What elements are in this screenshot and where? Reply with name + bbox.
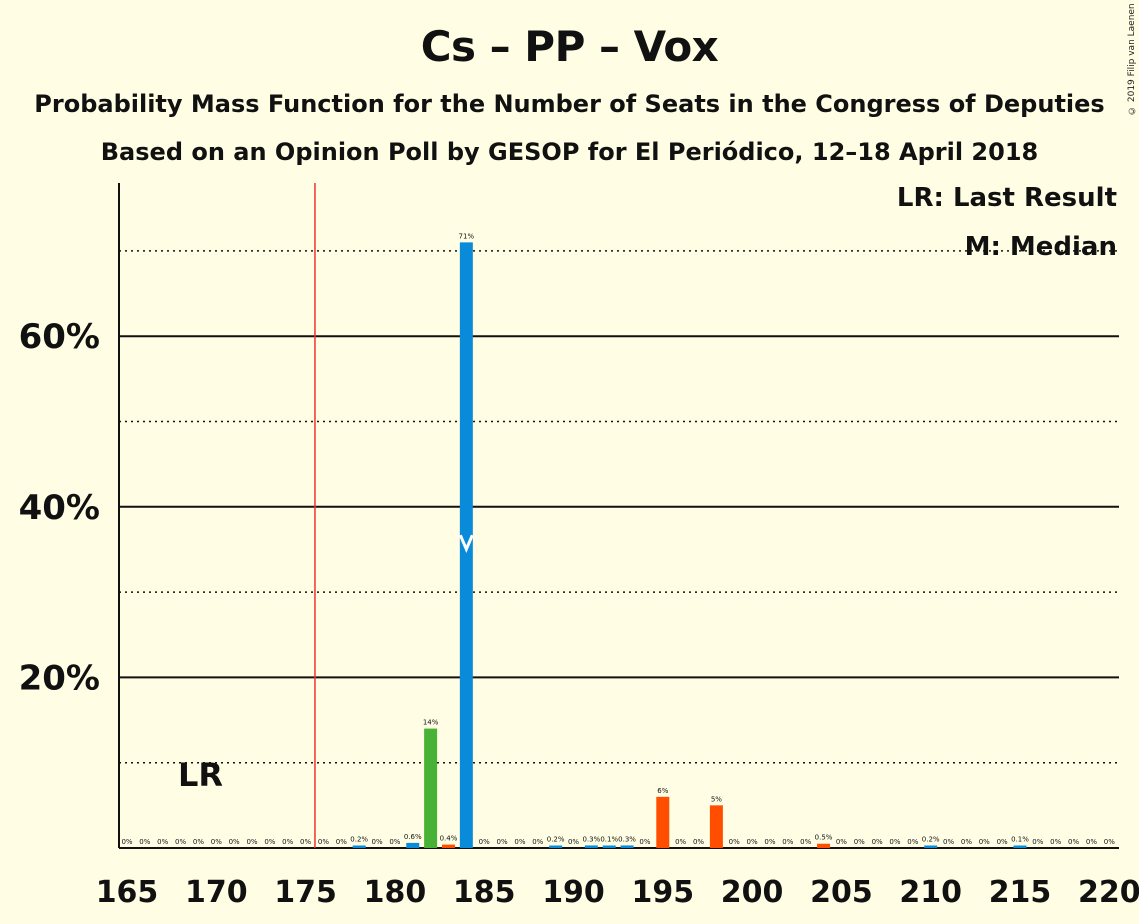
last-result-marker: LR: [178, 756, 224, 794]
chart-subtitle: Probability Mass Function for the Number…: [34, 90, 1105, 118]
x-tick-label: 180: [364, 875, 427, 910]
y-tick-label: 20%: [19, 658, 100, 698]
bar-label-205: 0%: [836, 838, 847, 846]
bar-label-192: 0.1%: [600, 836, 618, 844]
bar-label-220: 0%: [1104, 838, 1115, 846]
bar-label-208: 0%: [889, 838, 900, 846]
bar-label-202: 0%: [782, 838, 793, 846]
bar-label-171: 0%: [229, 838, 240, 846]
bar-label-214: 0%: [997, 838, 1008, 846]
legend-last-result: LR: Last Result: [896, 183, 1117, 213]
bar-label-188: 0%: [532, 838, 543, 846]
bar-label-186: 0%: [497, 838, 508, 846]
bar-label-204: 0.5%: [815, 834, 833, 842]
bar-label-181: 0.6%: [404, 833, 422, 841]
bar-204: [817, 843, 831, 848]
bar-label-218: 0%: [1068, 838, 1079, 846]
bar-181: [406, 842, 420, 848]
bar-label-219: 0%: [1086, 838, 1097, 846]
bar-label-191: 0.3%: [582, 835, 600, 843]
bar-182: [424, 728, 438, 848]
bar-193: [620, 845, 634, 848]
bar-label-174: 0%: [282, 838, 293, 846]
bar-label-206: 0%: [854, 838, 865, 846]
bar-label-215: 0.1%: [1011, 836, 1029, 844]
bar-178: [352, 845, 366, 848]
bar-label-216: 0%: [1032, 838, 1043, 846]
bar-label-201: 0%: [764, 838, 775, 846]
bar-label-217: 0%: [1050, 838, 1061, 846]
bar-215: [1013, 845, 1027, 848]
bar-label-177: 0%: [336, 838, 347, 846]
bar-label-194: 0%: [639, 838, 650, 846]
y-tick-label: 40%: [19, 488, 100, 528]
bar-198: [709, 805, 723, 848]
x-tick-label: 185: [453, 875, 516, 910]
bar-label-210: 0.2%: [922, 836, 940, 844]
bar-label-180: 0%: [389, 838, 400, 846]
bar-label-173: 0%: [264, 838, 275, 846]
x-tick-label: 195: [631, 875, 694, 910]
bar-label-195: 6%: [657, 787, 668, 795]
legend-median: M: Median: [964, 232, 1117, 262]
bar-label-213: 0%: [979, 838, 990, 846]
bar-label-211: 0%: [943, 838, 954, 846]
bar-label-179: 0%: [371, 838, 382, 846]
bar-label-209: 0%: [907, 838, 918, 846]
bar-label-187: 0%: [514, 838, 525, 846]
bar-label-166: 0%: [139, 838, 150, 846]
bar-label-167: 0%: [157, 838, 168, 846]
x-tick-label: 220: [1078, 875, 1139, 910]
x-tick-label: 165: [96, 875, 159, 910]
bar-label-170: 0%: [211, 838, 222, 846]
bar-189: [549, 845, 563, 848]
bar-label-165: 0%: [121, 838, 132, 846]
bar-label-169: 0%: [193, 838, 204, 846]
x-tick-label: 210: [899, 875, 962, 910]
bar-label-175: 0%: [300, 838, 311, 846]
bar-label-178: 0.2%: [350, 836, 368, 844]
chart-title: Cs – PP – Vox: [420, 22, 719, 71]
bar-label-193: 0.3%: [618, 835, 636, 843]
median-marker: [458, 534, 474, 553]
bar-label-207: 0%: [872, 838, 883, 846]
bar-label-185: 0%: [479, 838, 490, 846]
bar-label-197: 0%: [693, 838, 704, 846]
bar-label-199: 0%: [729, 838, 740, 846]
bar-label-190: 0%: [568, 838, 579, 846]
bar-label-172: 0%: [246, 838, 257, 846]
y-tick-label: 60%: [19, 317, 100, 357]
bar-label-196: 0%: [675, 838, 686, 846]
bar-183: [441, 844, 455, 848]
bar-label-184: 71%: [459, 232, 475, 240]
bar-label-176: 0%: [318, 838, 329, 846]
bar-label-168: 0%: [175, 838, 186, 846]
x-tick-label: 215: [989, 875, 1052, 910]
bar-label-200: 0%: [747, 838, 758, 846]
bar-label-212: 0%: [961, 838, 972, 846]
bar-184: [459, 242, 473, 848]
bar-label-182: 14%: [423, 719, 439, 727]
bar-195: [656, 796, 670, 848]
bar-210: [924, 845, 938, 848]
bar-191: [584, 845, 598, 848]
bar-label-183: 0.4%: [440, 835, 458, 843]
bar-192: [602, 845, 616, 848]
x-tick-label: 190: [542, 875, 605, 910]
x-tick-label: 170: [185, 875, 248, 910]
x-tick-label: 205: [810, 875, 873, 910]
bar-label-198: 5%: [711, 795, 722, 803]
chart-source: Based on an Opinion Poll by GESOP for El…: [100, 138, 1039, 166]
bar-label-189: 0.2%: [547, 836, 565, 844]
x-tick-label: 200: [721, 875, 784, 910]
bar-label-203: 0%: [800, 838, 811, 846]
x-tick-label: 175: [274, 875, 337, 910]
